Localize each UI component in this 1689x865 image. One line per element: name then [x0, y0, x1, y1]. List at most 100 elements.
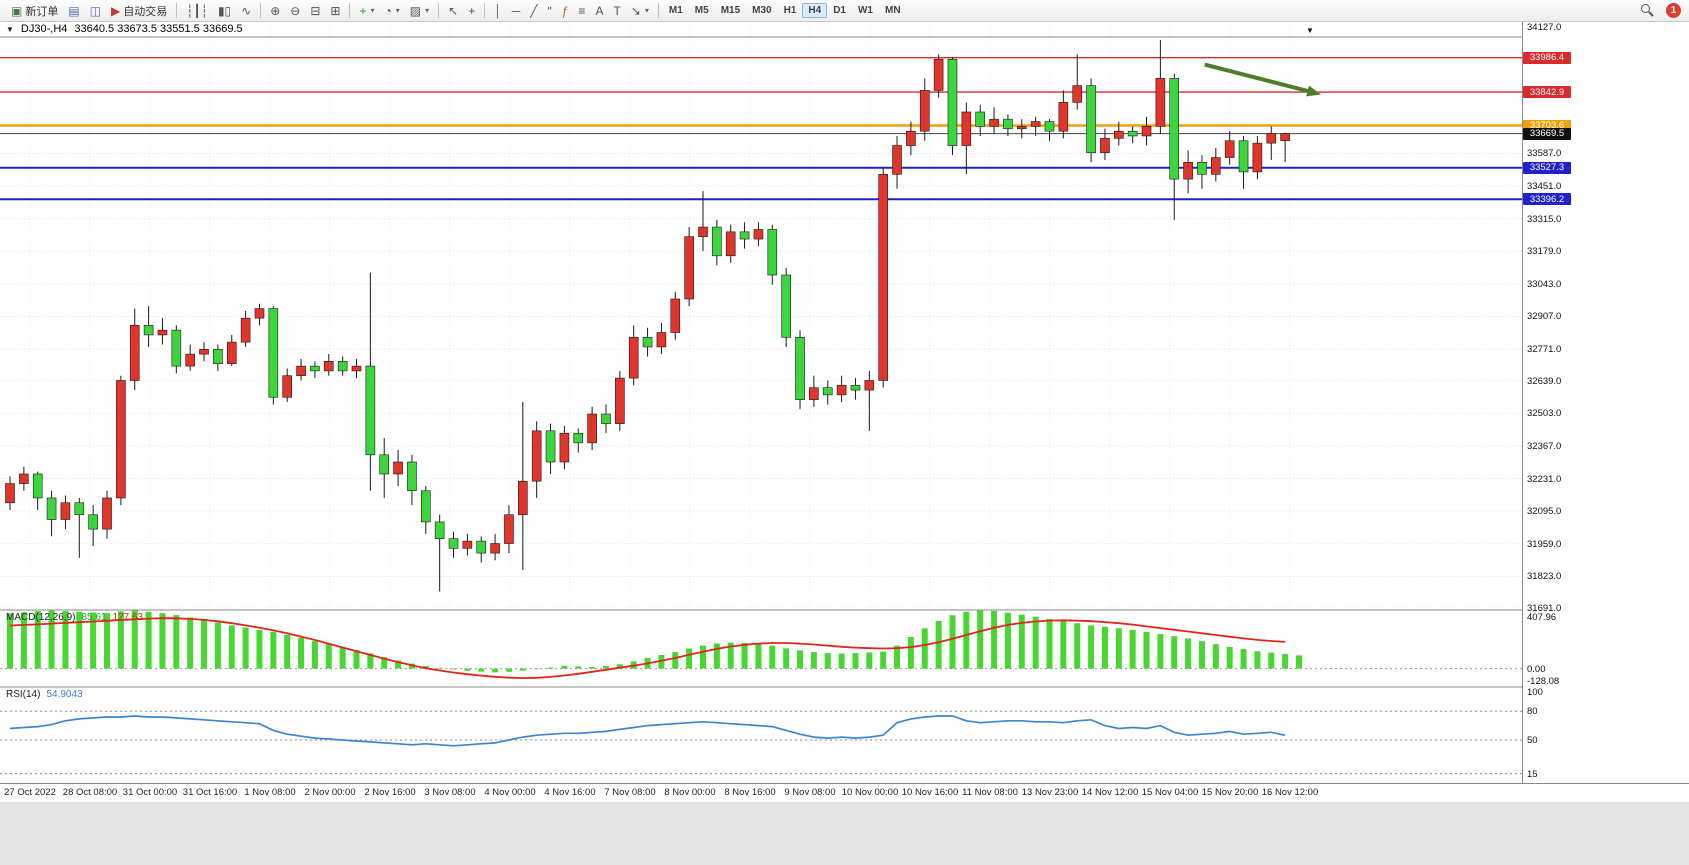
new-order-icon: ▣: [11, 3, 23, 18]
timeframe-w1-button[interactable]: W1: [857, 5, 873, 16]
price-tick: 32503.0: [1527, 408, 1562, 420]
notification-badge[interactable]: 1: [1666, 3, 1681, 18]
cursor-icon: ↖: [448, 3, 459, 18]
fibonacci-button[interactable]: ƒ: [557, 3, 574, 19]
level-price-badge: 33527.3: [1523, 161, 1571, 174]
market-watch-button[interactable]: ◫: [85, 3, 106, 19]
chart-header: ▼ DJ30-,H4 33640.5 33673.5 33551.5 33669…: [6, 23, 243, 35]
crosshair-icon: +: [468, 3, 476, 18]
timeframe-m1-button[interactable]: M1: [668, 5, 683, 16]
scroll-to-end-icon[interactable]: ▼: [1306, 26, 1314, 35]
zoom-in-button[interactable]: ⊕: [265, 3, 285, 19]
timeframe-m15-button[interactable]: M15: [720, 5, 741, 16]
zoom-out-button[interactable]: ⊖: [285, 3, 305, 19]
chart-canvas[interactable]: [0, 22, 1522, 801]
text-icon: A: [595, 3, 604, 18]
market-watch-icon: ◫: [89, 3, 102, 18]
new-order-button[interactable]: ▣ 新订单: [6, 1, 63, 21]
vertical-line-button[interactable]: │: [489, 3, 507, 19]
timeframe-m30-button[interactable]: M30: [752, 5, 772, 16]
equidistant-channel-button[interactable]: ʺ: [542, 3, 556, 19]
autotrading-button[interactable]: ▶ 自动交易: [106, 1, 172, 21]
trend-arrow-annotation[interactable]: [1204, 62, 1312, 94]
text-label-icon: T: [613, 3, 621, 18]
auto-arrange-icon: ⊟: [310, 3, 321, 18]
price-tick: 33043.0: [1527, 278, 1562, 290]
templates-button[interactable]: ▨ ▾: [405, 3, 434, 19]
indicators-button[interactable]: + ▾: [354, 3, 379, 19]
arrows-dropdown-icon[interactable]: ▾: [644, 6, 649, 15]
timeframe-m5-button[interactable]: M5: [694, 5, 709, 16]
price-tick: 31959.0: [1527, 538, 1562, 550]
text-label-button[interactable]: T: [608, 3, 625, 19]
line-chart-mode-icon: ∿: [241, 3, 252, 18]
toolbar-separator: [438, 3, 440, 18]
price-tick: 33451.0: [1527, 181, 1562, 193]
timeframe-d1-button[interactable]: D1: [833, 5, 846, 16]
rsi-scale-label: 50: [1527, 735, 1538, 746]
horizontal-line-button[interactable]: ─: [507, 3, 526, 19]
tile-windows-icon: ⊞: [330, 3, 341, 18]
time-label: 4 Nov 00:00: [484, 787, 536, 798]
time-label: 9 Nov 08:00: [784, 787, 836, 798]
time-label: 15 Nov 20:00: [1201, 787, 1259, 798]
horizontal-line-icon: ─: [511, 3, 521, 18]
chart-profile-button[interactable]: ▤: [63, 3, 84, 19]
time-label: 3 Nov 08:00: [424, 787, 476, 798]
shapes-button[interactable]: ≡: [573, 3, 590, 19]
price-tick: 33587.0: [1527, 148, 1562, 160]
timeframe-h4-button[interactable]: H4: [802, 3, 828, 18]
indicators-dropdown-icon[interactable]: ▾: [370, 6, 375, 15]
macd-value-1: 85.61: [81, 612, 107, 623]
arrows-button[interactable]: ↘ ▾: [626, 3, 654, 19]
time-label: 31 Oct 16:00: [182, 787, 238, 798]
price-tick: 34127.0: [1527, 22, 1562, 33]
bar-chart-mode-button[interactable]: ┆┃┆: [181, 3, 213, 19]
timeframe-h1-button[interactable]: H1: [783, 5, 797, 16]
line-chart-mode-button[interactable]: ∿: [236, 3, 256, 19]
crosshair-button[interactable]: +: [463, 3, 480, 19]
vertical-line-icon: │: [494, 3, 502, 18]
periods-button[interactable]: ◔ ▾: [380, 3, 405, 19]
equidistant-channel-icon: ʺ: [547, 3, 552, 18]
indicators-icon: +: [359, 3, 367, 18]
arrows-icon: ↘: [630, 3, 641, 18]
macd-scale-min: -128.08: [1527, 676, 1560, 687]
time-label: 2 Nov 16:00: [364, 787, 416, 798]
price-tick: 31823.0: [1527, 571, 1562, 583]
zoom-out-icon: ⊖: [290, 3, 301, 18]
candlestick-mode-icon: ▮▯: [217, 3, 232, 18]
time-axis[interactable]: 27 Oct 2022 28 Oct 08:00 31 Oct 00:00 31 Oc…: [0, 783, 1689, 802]
rsi-scale-label: 80: [1527, 706, 1538, 718]
symbol-timeframe-label: DJ30-,H4: [20, 23, 68, 35]
autotrading-icon: ▶: [111, 3, 121, 18]
auto-arrange-button[interactable]: ⊟: [305, 3, 325, 19]
search-icon[interactable]: [1641, 4, 1654, 17]
periods-dropdown-icon[interactable]: ▾: [395, 6, 400, 15]
time-label: 4 Nov 16:00: [544, 787, 596, 798]
rsi-value: 54.9043: [46, 689, 83, 700]
time-label: 7 Nov 08:00: [604, 787, 656, 798]
timeframe-mn-button[interactable]: MN: [884, 5, 901, 16]
price-tick: 32907.0: [1527, 311, 1562, 323]
candlestick-mode-button[interactable]: ▮▯: [213, 3, 236, 19]
time-label: 27 Oct 2022: [4, 787, 56, 798]
macd-value-2: 127.63: [112, 612, 144, 623]
time-label: 10 Nov 00:00: [841, 787, 899, 798]
chart-menu-icon[interactable]: ▼: [6, 24, 14, 34]
time-label: 1 Nov 08:00: [244, 787, 296, 798]
price-tick: 32771.0: [1527, 344, 1562, 356]
tile-windows-button[interactable]: ⊞: [325, 3, 345, 19]
ohlc-values: 33640.5 33673.5 33551.5 33669.5: [74, 23, 243, 35]
text-button[interactable]: A: [590, 3, 608, 19]
macd-scale-max: 407.96: [1527, 612, 1557, 623]
price-axis[interactable]: 34127.0 33587.0 33451.0 33315.0 33179.0 33043…: [1522, 22, 1689, 794]
templates-dropdown-icon[interactable]: ▾: [425, 6, 430, 15]
price-tick: 32231.0: [1527, 473, 1562, 485]
zoom-in-icon: ⊕: [270, 3, 281, 18]
time-label: 31 Oct 00:00: [122, 787, 178, 798]
price-tick: 33315.0: [1527, 213, 1562, 225]
trendline-button[interactable]: ╱: [525, 3, 542, 19]
rsi-scale-label: 100: [1527, 687, 1543, 698]
cursor-button[interactable]: ↖: [443, 3, 463, 19]
